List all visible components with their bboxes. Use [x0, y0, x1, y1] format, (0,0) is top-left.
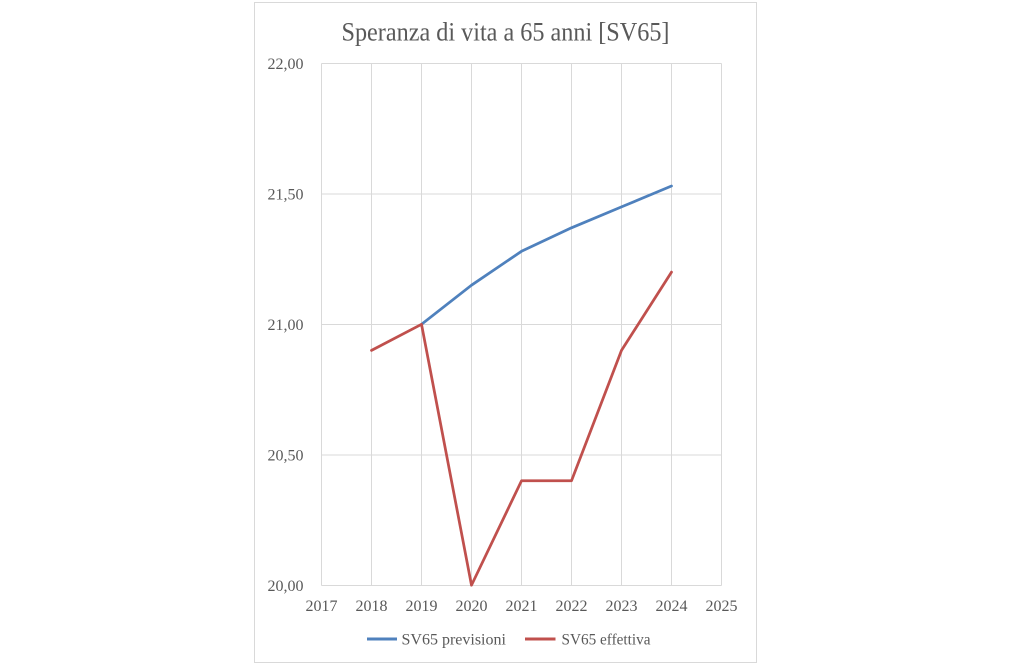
svg-text:21,00: 21,00 [268, 317, 304, 334]
svg-text:2025: 2025 [706, 598, 738, 615]
svg-text:2017: 2017 [306, 598, 338, 615]
svg-text:SV65 effettiva: SV65 effettiva [562, 632, 651, 649]
svg-text:2020: 2020 [456, 598, 488, 615]
svg-text:20,00: 20,00 [268, 578, 304, 595]
svg-text:2018: 2018 [356, 598, 388, 615]
svg-text:Speranza di vita a 65 anni [SV: Speranza di vita a 65 anni [SV65] [342, 18, 670, 47]
svg-text:SV65 previsioni: SV65 previsioni [402, 632, 507, 649]
svg-text:2023: 2023 [606, 598, 638, 615]
svg-text:20,50: 20,50 [268, 448, 304, 465]
svg-text:2024: 2024 [656, 598, 688, 615]
svg-text:2021: 2021 [506, 598, 538, 615]
svg-text:2022: 2022 [556, 598, 588, 615]
svg-text:22,00: 22,00 [268, 56, 304, 73]
svg-text:21,50: 21,50 [268, 187, 304, 204]
svg-text:2019: 2019 [406, 598, 438, 615]
